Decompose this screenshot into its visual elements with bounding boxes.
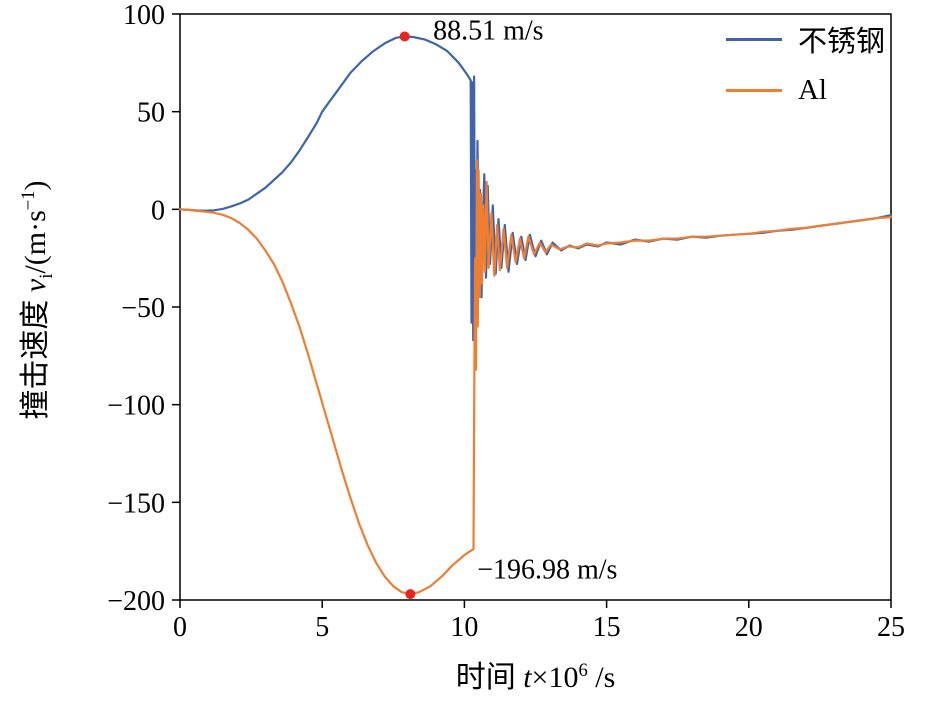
x-tick-label: 0 [173,612,187,643]
y-axis-title: 撞击速度 vi/(m·s−1) [10,180,58,419]
y-title-var: v [19,278,52,293]
legend: 不锈钢 Al [725,18,885,107]
annotation: 88.51 m/s [433,16,543,47]
y-title-prefix: 撞击速度 [19,292,52,420]
y-tick-label: 100 [123,0,165,31]
y-tick-label: −150 [107,488,165,519]
y-title-sup: −1 [18,190,39,211]
legend-label-stainless-steel: 不锈钢 [797,26,885,58]
y-tick-label: −200 [107,586,165,617]
y-tick-label: −50 [121,293,165,324]
peak-marker [399,31,410,42]
legend-item-stainless-steel: 不锈钢 [725,18,885,60]
y-tick-label: 0 [151,195,165,226]
series-line-1 [178,159,893,596]
annotation: −196.98 m/s [477,555,617,586]
y-tick-label: −100 [107,391,165,422]
x-tick-label: 10 [450,612,478,643]
x-tick-label: 25 [877,612,905,643]
x-tick-label: 15 [593,612,621,643]
legend-label-al: Al [797,74,827,106]
x-title-suffix: /s [587,661,616,694]
stainless-steel-line-swatch [725,37,782,41]
y-title-suffix: ) [19,180,52,191]
legend-item-al: Al [725,74,885,107]
y-title-sub: i [36,273,57,279]
peak-marker [405,589,416,600]
x-title-var: t [523,661,532,694]
x-axis-title: 时间 t×106 /s [180,652,891,696]
y-title-mid: /(m·s [19,210,52,274]
y-tick-label: 50 [137,98,165,129]
x-tick-label: 20 [735,612,763,643]
x-tick-label: 5 [315,612,329,643]
x-title-prefix: 时间 [455,661,524,694]
x-title-times: ×10 [531,661,579,694]
al-line-swatch [725,89,782,92]
x-title-sup: 6 [578,660,588,681]
